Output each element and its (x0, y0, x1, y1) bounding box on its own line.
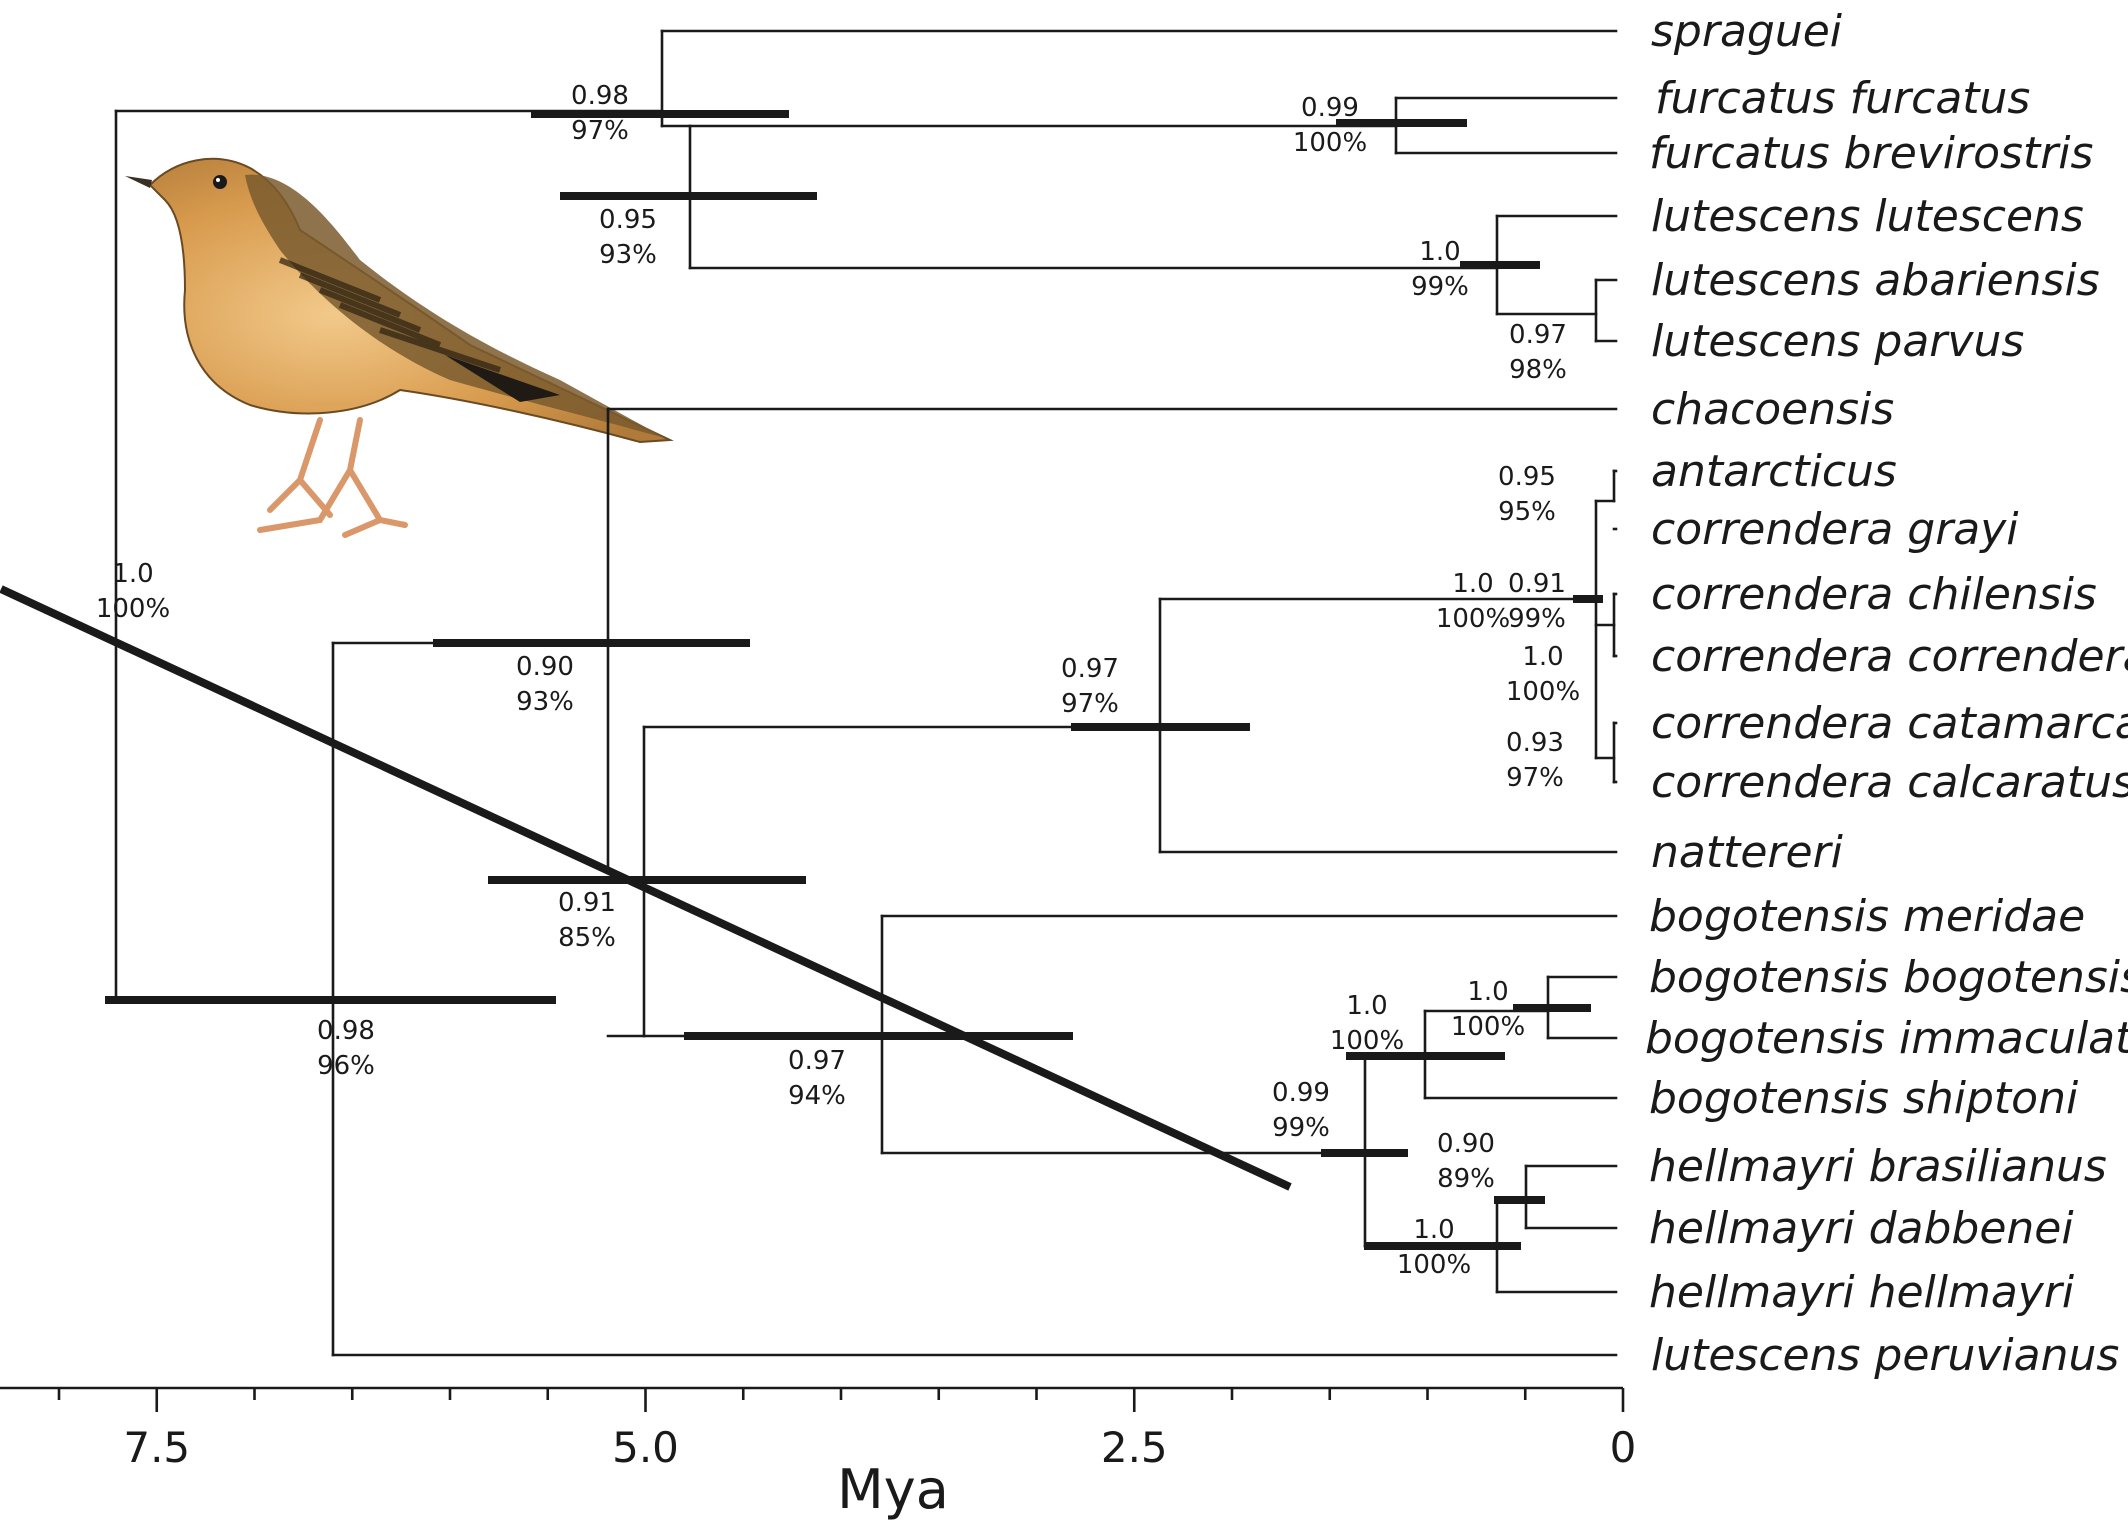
posterior-probability-label: 0.95 (599, 205, 657, 235)
taxon-label: bogotensis immaculatus (1645, 1013, 2128, 1064)
posterior-probability-label: 0.95 (1498, 462, 1556, 492)
bootstrap-label: 99% (1508, 604, 1566, 634)
axis-tick-label: 0 (1610, 1423, 1637, 1472)
posterior-probability-label: 1.0 (1346, 991, 1387, 1021)
axis-tick-label: 5.0 (612, 1423, 679, 1472)
bootstrap-label: 97% (1061, 689, 1119, 719)
axis-tick-label: 7.5 (123, 1423, 190, 1472)
time-axis: 7.5 5.0 2.5 0 Mya (0, 1386, 1636, 1521)
taxon-label: spraguei (1651, 6, 1843, 57)
posterior-probability-label: 0.93 (1506, 728, 1564, 758)
bootstrap-label: 89% (1437, 1164, 1495, 1194)
bootstrap-label: 96% (317, 1051, 375, 1081)
posterior-probability-label: 0.90 (1437, 1129, 1495, 1159)
bootstrap-label: 98% (1509, 355, 1567, 385)
taxon-label: lutescens lutescens (1651, 191, 2084, 242)
taxon-label: bogotensis shiptoni (1649, 1073, 2079, 1124)
posterior-probability-label: 0.90 (516, 652, 574, 682)
posterior-probability-label: 0.99 (1301, 93, 1359, 123)
bootstrap-label: 100% (1451, 1012, 1525, 1042)
taxon-label: lutescens parvus (1651, 316, 2024, 367)
bootstrap-label: 93% (516, 687, 574, 717)
posterior-probability-label: 0.97 (788, 1046, 846, 1076)
taxon-label: hellmayri brasilianus (1649, 1141, 2107, 1192)
bootstrap-label: 100% (1330, 1026, 1404, 1056)
bootstrap-label: 99% (1272, 1113, 1330, 1143)
bootstrap-label: 94% (788, 1081, 846, 1111)
time-axis-title: Mya (837, 1458, 949, 1521)
taxon-label: antarcticus (1651, 446, 1897, 497)
bootstrap-label: 93% (599, 240, 657, 270)
bootstrap-label: 100% (96, 594, 170, 624)
bootstrap-label: 99% (1411, 272, 1469, 302)
posterior-probability-label: 0.97 (1509, 320, 1567, 350)
hpd-root (0, 585, 1292, 1191)
taxon-label: lutescens abariensis (1651, 255, 2100, 306)
bootstrap-label: 100% (1506, 677, 1580, 707)
posterior-probability-label: 0.91 (558, 888, 616, 918)
taxon-label: correndera chilensis (1651, 569, 2097, 620)
time-axis-tick-labels: 7.5 5.0 2.5 0 (123, 1423, 1636, 1472)
taxon-label: bogotensis bogotensis (1649, 952, 2128, 1003)
taxon-label: furcatus furcatus (1655, 73, 2030, 124)
posterior-probability-label: 1.0 (1452, 569, 1493, 599)
bootstrap-label: 97% (571, 116, 629, 146)
time-axis-ticks (57, 1388, 1625, 1412)
posterior-probability-label: 1.0 (1419, 237, 1460, 267)
posterior-probability-label: 0.91 (1508, 569, 1566, 599)
posterior-probability-label: 0.97 (1061, 654, 1119, 684)
taxon-label: hellmayri hellmayri (1649, 1267, 2075, 1318)
posterior-probability-label: 1.0 (1522, 642, 1563, 672)
posterior-probability-label: 1.0 (112, 559, 153, 589)
bootstrap-label: 100% (1293, 128, 1367, 158)
taxon-label: correndera calcaratus (1651, 757, 2128, 808)
node-age-hpd-bars (0, 110, 1603, 1250)
posterior-probability-label: 1.0 (1413, 1215, 1454, 1245)
posterior-probability-label: 0.98 (317, 1016, 375, 1046)
bootstrap-label: 100% (1436, 604, 1510, 634)
taxon-label: correndera grayi (1651, 504, 2019, 555)
taxon-label: furcatus brevirostris (1649, 128, 2093, 179)
bootstrap-label: 95% (1498, 497, 1556, 527)
taxon-label: nattereri (1651, 827, 1844, 878)
taxon-label: correndera catamarcae (1651, 698, 2128, 749)
posterior-probability-label: 1.0 (1467, 977, 1508, 1007)
posterior-probability-label: 0.99 (1272, 1078, 1330, 1108)
pipit-bird-illustration (125, 157, 674, 538)
axis-tick-label: 2.5 (1101, 1423, 1168, 1472)
bootstrap-label: 100% (1397, 1250, 1471, 1280)
bootstrap-label: 97% (1506, 763, 1564, 793)
taxon-label: lutescens peruvianus (1651, 1330, 2119, 1381)
taxon-label: chacoensis (1651, 384, 1894, 435)
taxon-label: bogotensis meridae (1649, 891, 2085, 942)
bootstrap-label: 85% (558, 923, 616, 953)
taxon-label: correndera correndera (1651, 631, 2128, 682)
posterior-probability-label: 0.98 (571, 81, 629, 111)
taxon-label: hellmayri dabbenei (1649, 1203, 2074, 1254)
node-support-labels: 1.0100%0.9897%0.9593%0.99100%1.099%0.979… (96, 81, 1580, 1280)
